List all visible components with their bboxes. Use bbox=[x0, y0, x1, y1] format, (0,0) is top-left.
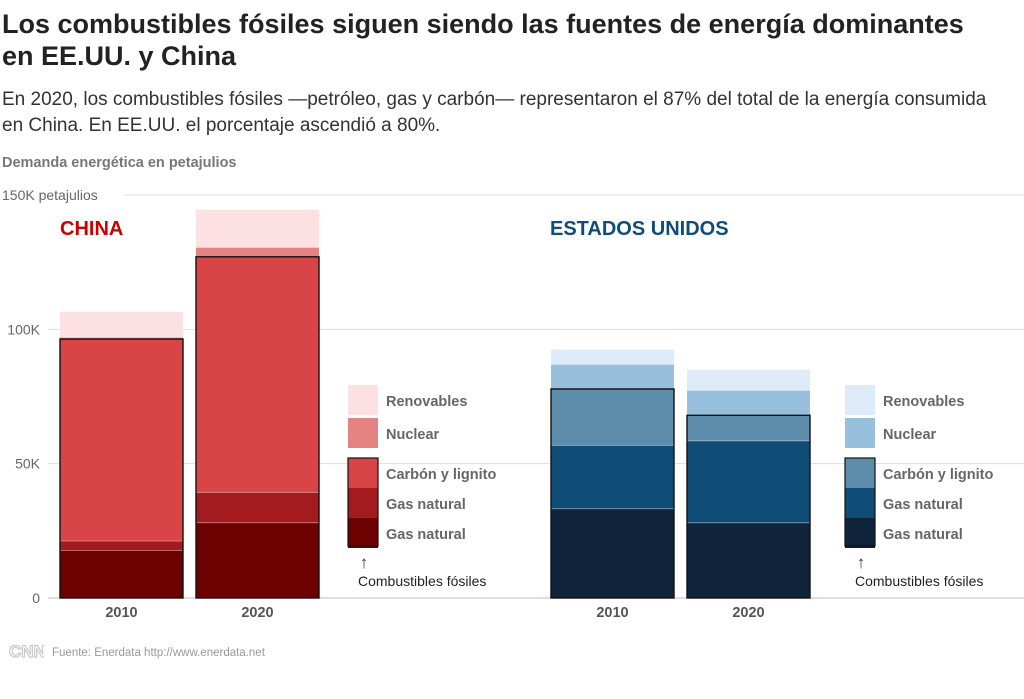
y-tick-label: 150K petajulios bbox=[2, 187, 98, 203]
bar-usa-2010-nuclear bbox=[551, 364, 674, 389]
legend-swatch bbox=[845, 458, 875, 488]
bar-usa-2020-nuclear bbox=[687, 390, 810, 416]
bar-usa-2010-carbón-y-lignito bbox=[551, 388, 674, 446]
x-tick-label: 2020 bbox=[241, 605, 273, 621]
svg-text:CNN: CNN bbox=[9, 642, 44, 661]
legend-swatch bbox=[348, 458, 378, 488]
bar-china-2010-nuclear bbox=[60, 337, 183, 340]
y-tick-label: 100K bbox=[7, 321, 40, 337]
legend-swatch bbox=[845, 385, 875, 415]
bar-usa-2010-renovables bbox=[551, 349, 674, 365]
legend-label: Nuclear bbox=[883, 427, 937, 443]
chart-subtitle: En 2020, los combustibles fósiles —petró… bbox=[2, 89, 987, 136]
bar-usa-2020-carbón-y-lignito bbox=[687, 415, 810, 441]
bar-usa-2010-gas-natural bbox=[551, 445, 674, 509]
bar-usa-2020-renovables bbox=[687, 369, 810, 391]
bar-china-2020-carbón-y-lignito bbox=[196, 256, 319, 493]
panel-title-usa: ESTADOS UNIDOS bbox=[550, 218, 729, 240]
chart-area: 0 50K 100K 150K petajulios CHINA 2010 2020 Reno… bbox=[2, 187, 1024, 621]
bar-china-2010-renovables bbox=[60, 311, 183, 338]
bar-china-2010-carbón-y-lignito bbox=[60, 339, 183, 542]
chart-title: Los combustibles fósiles siguen siendo l… bbox=[2, 9, 964, 71]
fossil-outline bbox=[686, 414, 811, 599]
x-tick-label: 2020 bbox=[732, 605, 764, 621]
bar-china-2020-nuclear bbox=[196, 247, 319, 257]
legend-label: Nuclear bbox=[386, 427, 440, 443]
legend-fossil-outline bbox=[347, 457, 379, 547]
y-tick-label: 0 bbox=[32, 590, 40, 606]
bar-usa-2020-gas-natural bbox=[687, 522, 810, 598]
fossil-fuels-note: Combustibles fósiles bbox=[358, 573, 486, 589]
bar-china-2020-renovables bbox=[196, 209, 319, 248]
legend-label: Gas natural bbox=[386, 527, 466, 543]
legend-label: Renovables bbox=[386, 394, 467, 410]
y-tick-label: 50K bbox=[15, 456, 41, 472]
legend-swatch bbox=[348, 518, 378, 548]
legend-fossil-outline bbox=[844, 457, 876, 547]
bar-china-2010-gas-natural bbox=[60, 550, 183, 598]
x-tick-label: 2010 bbox=[596, 605, 628, 621]
fossil-outline bbox=[59, 338, 184, 599]
source-note: Fuente: Enerdata http://www.enerdata.net bbox=[52, 647, 265, 659]
legend-swatch bbox=[845, 418, 875, 448]
bar-usa-2020-gas-natural bbox=[687, 440, 810, 523]
legend-label: Carbón y lignito bbox=[883, 467, 994, 483]
arrow-icon: ↑ bbox=[857, 553, 866, 572]
fossil-outline bbox=[195, 256, 320, 599]
legend-swatch bbox=[348, 418, 378, 448]
legend-swatch bbox=[348, 488, 378, 518]
arrow-icon: ↑ bbox=[360, 553, 369, 572]
legend-label: Gas natural bbox=[883, 497, 963, 513]
fossil-outline bbox=[550, 388, 675, 599]
y-axis-title: Demanda energética en petajulios bbox=[2, 155, 237, 171]
bar-china-2020-gas-natural bbox=[196, 492, 319, 523]
legend-swatch bbox=[845, 488, 875, 518]
bar-usa-2010-gas-natural bbox=[551, 508, 674, 598]
panel-title-china: CHINA bbox=[60, 218, 123, 240]
legend-label: Gas natural bbox=[883, 527, 963, 543]
bar-china-2020-gas-natural bbox=[196, 522, 319, 598]
x-tick-label: 2010 bbox=[105, 605, 137, 621]
legend-label: Renovables bbox=[883, 394, 964, 410]
fossil-fuels-note: Combustibles fósiles bbox=[855, 573, 983, 589]
bar-china-2010-gas-natural bbox=[60, 541, 183, 551]
legend-label: Gas natural bbox=[386, 497, 466, 513]
legend-swatch bbox=[845, 518, 875, 548]
legend-label: Carbón y lignito bbox=[386, 467, 497, 483]
legend-swatch bbox=[348, 385, 378, 415]
cnn-logo: CNN bbox=[8, 640, 46, 662]
